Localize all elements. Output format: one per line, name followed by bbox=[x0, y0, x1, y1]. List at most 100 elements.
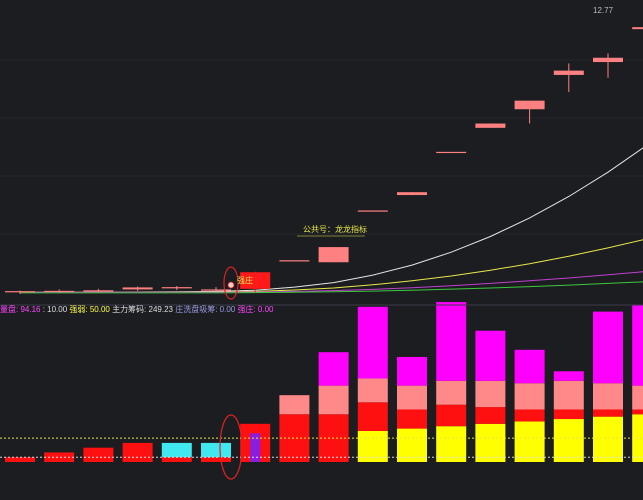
candle-body bbox=[201, 289, 231, 291]
candle bbox=[279, 260, 310, 262]
bar-red bbox=[632, 409, 643, 415]
candle-body bbox=[122, 287, 153, 290]
candle-body bbox=[5, 291, 35, 293]
bar-red bbox=[553, 409, 584, 420]
candle-body bbox=[83, 290, 114, 292]
indicator-bar bbox=[593, 311, 623, 462]
annotation-group: 公共号：龙龙指标 bbox=[297, 224, 367, 237]
legend-item: : 10.00 bbox=[43, 305, 70, 314]
bar-yellow bbox=[593, 416, 623, 462]
bar-red bbox=[475, 407, 506, 424]
bar-yellow bbox=[514, 421, 545, 462]
indicator-legend: 量盘: 94.16 : 10.00 强弱: 50.00 主力筹码: 249.23… bbox=[0, 304, 274, 314]
candle bbox=[632, 27, 643, 30]
bar-salmon bbox=[318, 385, 349, 415]
indicator-bars bbox=[5, 302, 643, 462]
indicator-bar bbox=[357, 306, 388, 462]
bar-yellow bbox=[397, 428, 427, 462]
candle-body bbox=[240, 272, 271, 289]
legend-item: 主力筹码: 249.23 bbox=[112, 304, 175, 314]
bar-salmon bbox=[397, 385, 427, 410]
bar-red bbox=[44, 452, 75, 462]
indicator-bar bbox=[553, 371, 584, 462]
moving-average-lines bbox=[20, 147, 643, 294]
candle bbox=[44, 289, 75, 293]
annotation-text: 公共号：龙龙指标 bbox=[303, 224, 367, 234]
candle bbox=[357, 210, 388, 212]
indicator-bar bbox=[436, 302, 467, 462]
bar-red bbox=[436, 404, 467, 427]
bar-red bbox=[514, 409, 545, 422]
bar-magenta bbox=[397, 356, 427, 386]
candle bbox=[553, 63, 584, 93]
bar-magenta bbox=[318, 352, 349, 386]
bar-salmon bbox=[475, 380, 506, 408]
bar-yellow bbox=[475, 423, 506, 462]
candle-body bbox=[318, 247, 349, 263]
indicator-bar bbox=[5, 457, 35, 462]
indicator-bar bbox=[279, 395, 310, 462]
bar-yellow bbox=[436, 426, 467, 462]
bar-red bbox=[5, 457, 35, 462]
indicator-bar bbox=[514, 349, 545, 462]
indicator-bar bbox=[161, 442, 192, 462]
candlesticks bbox=[5, 27, 643, 294]
candle-body bbox=[632, 27, 643, 30]
candle bbox=[122, 286, 153, 291]
legend-item: 强弱: 50.00 bbox=[69, 305, 112, 314]
bar-salmon bbox=[357, 378, 388, 403]
candle bbox=[593, 53, 623, 78]
indicator-bar bbox=[201, 442, 231, 462]
reference-lines bbox=[0, 437, 643, 458]
bar-salmon bbox=[279, 395, 310, 415]
bar-magenta bbox=[436, 302, 467, 381]
candle bbox=[397, 192, 427, 196]
candle-body bbox=[553, 70, 584, 75]
bar-magenta bbox=[475, 330, 506, 381]
legend-text: 量盘: 94.16 : 10.00 强弱: 50.00 主力筹码: 249.23… bbox=[0, 304, 274, 314]
indicator-bar bbox=[475, 330, 506, 462]
marker-label: 强庄 bbox=[237, 275, 253, 285]
bar-salmon bbox=[593, 383, 623, 410]
candle-body bbox=[357, 210, 388, 212]
legend-item: 量盘: 94.16 bbox=[0, 304, 43, 314]
price-tag: 12.77 bbox=[593, 6, 614, 15]
bar-red bbox=[201, 457, 231, 462]
candle-body bbox=[436, 151, 467, 154]
bar-cyan bbox=[161, 442, 192, 458]
marker-dot bbox=[227, 281, 235, 289]
ma-line bbox=[20, 271, 643, 293]
bar-yellow bbox=[553, 419, 584, 462]
candle-body bbox=[475, 123, 506, 128]
indicator-bar bbox=[318, 352, 349, 462]
candle-body bbox=[593, 57, 623, 63]
candle bbox=[5, 290, 35, 294]
marker-ellipse-lower bbox=[219, 414, 243, 480]
ma-line bbox=[20, 281, 643, 294]
signal-marker: 强庄 bbox=[219, 266, 253, 480]
indicator-bar bbox=[44, 452, 75, 462]
price-label: 12.77 bbox=[593, 6, 614, 15]
marker-ellipse-upper bbox=[223, 266, 239, 300]
grid-lines bbox=[0, 59, 643, 235]
indicator-bar bbox=[83, 447, 114, 462]
bar-purple bbox=[250, 433, 261, 462]
bar-magenta bbox=[357, 306, 388, 379]
bar-salmon bbox=[553, 380, 584, 410]
bar-magenta bbox=[632, 304, 643, 386]
candle-body bbox=[279, 260, 310, 262]
bar-salmon bbox=[632, 385, 643, 410]
candle bbox=[475, 123, 506, 128]
candle bbox=[201, 287, 231, 291]
bar-red bbox=[122, 442, 153, 462]
legend-item: 庄洗盘吸筹: 0.00 bbox=[175, 304, 237, 314]
bar-cyan bbox=[201, 442, 231, 458]
candle bbox=[514, 100, 545, 124]
indicator-bar bbox=[397, 356, 427, 462]
bar-red bbox=[161, 457, 192, 462]
bar-magenta bbox=[553, 371, 584, 381]
indicator-bar bbox=[240, 423, 271, 462]
bar-salmon bbox=[436, 380, 467, 405]
candle bbox=[318, 247, 349, 263]
